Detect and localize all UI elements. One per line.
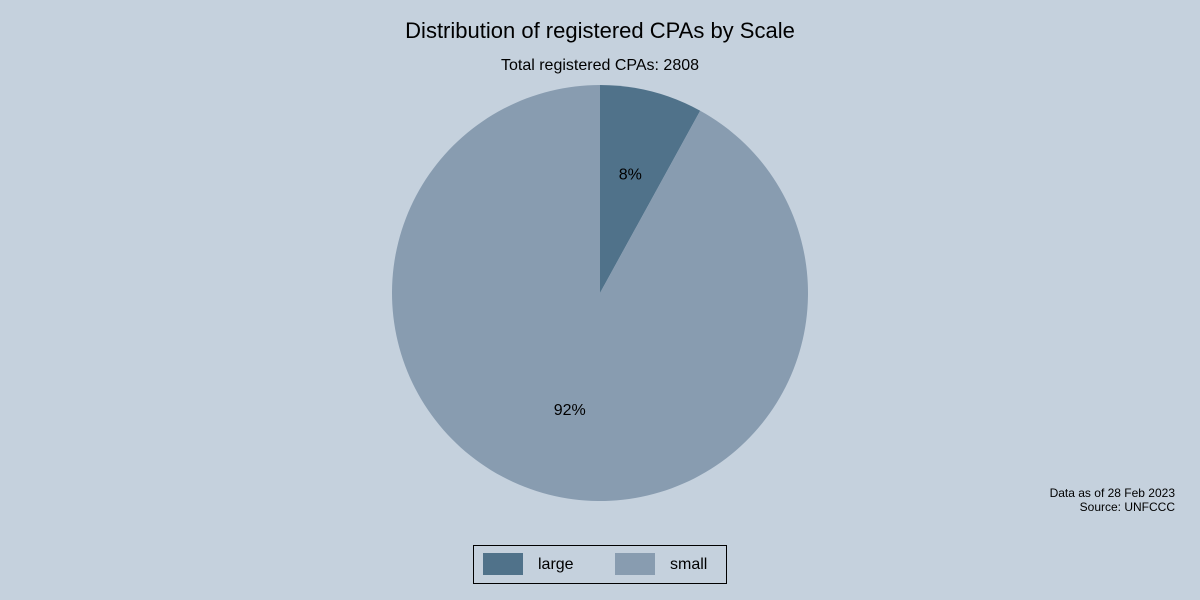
slice-label: 8% (619, 166, 642, 183)
annotation: Source: UNFCCC (1080, 500, 1176, 514)
slice-label: 92% (554, 402, 586, 419)
pie-slice (600, 85, 701, 293)
legend-swatch (615, 553, 655, 575)
legend-swatch (483, 553, 523, 575)
legend-label: large (538, 556, 574, 573)
chart-subtitle: Total registered CPAs: 2808 (501, 57, 699, 74)
chart-title: Distribution of registered CPAs by Scale (405, 18, 795, 43)
legend-box (473, 545, 727, 584)
annotation: Data as of 28 Feb 2023 (1050, 486, 1176, 500)
pie-slice (392, 85, 808, 501)
legend-label: small (670, 556, 707, 573)
